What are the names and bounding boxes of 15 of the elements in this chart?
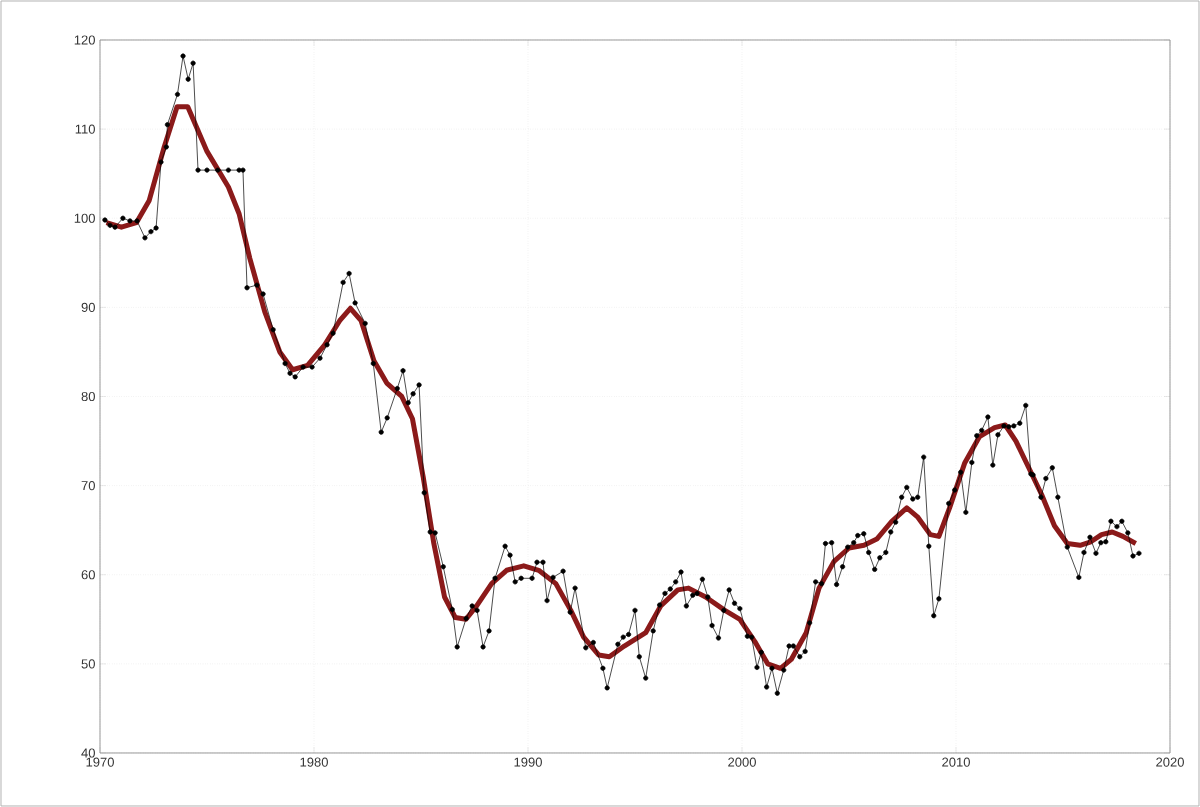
y-tick-label: 120 bbox=[74, 35, 95, 45]
x-tick-label: 1990 bbox=[514, 757, 542, 767]
y-tick-label: 110 bbox=[75, 124, 95, 134]
y-tick-label: 70 bbox=[81, 481, 95, 491]
y-tick-label: 80 bbox=[81, 391, 95, 402]
y-tick-label: 50 bbox=[81, 659, 95, 669]
x-tick-label: 2010 bbox=[942, 757, 970, 767]
y-tick-label: 90 bbox=[81, 302, 95, 312]
y-tick-label: 100 bbox=[74, 213, 95, 223]
x-tick-label: 2000 bbox=[728, 757, 756, 767]
y-tick-label: 60 bbox=[81, 570, 95, 580]
x-tick-label: 2020 bbox=[1156, 757, 1184, 767]
y-tick-label: 40 bbox=[81, 748, 95, 758]
x-tick-label: 1980 bbox=[300, 757, 328, 767]
x-tick-label: 1970 bbox=[86, 757, 114, 767]
